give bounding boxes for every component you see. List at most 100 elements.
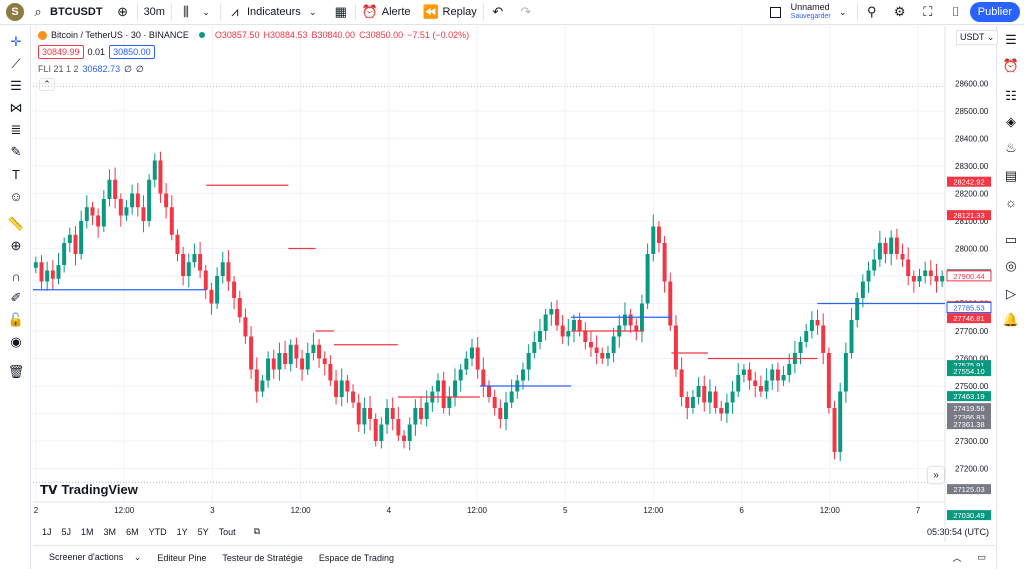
price-axis-label bbox=[947, 176, 991, 187]
collapse-panel-icon[interactable]: ︿ bbox=[952, 553, 962, 563]
trash-icon[interactable]: 🗑 bbox=[7, 364, 25, 379]
chart-area[interactable]: 28600.00 28500.00 28400.00 28300.00 28200.00… bbox=[33, 26, 994, 542]
tab-trading-panel[interactable]: Espace de Trading bbox=[318, 552, 394, 563]
pattern-icon[interactable]: ⋈ bbox=[9, 100, 23, 115]
candle-body bbox=[141, 207, 146, 221]
chart-type-button[interactable]: ⫼ ⌄ bbox=[172, 0, 220, 25]
tab-screener[interactable]: Screener d'actions ⌄ bbox=[49, 552, 142, 562]
streams-icon[interactable]: ◎ bbox=[1005, 258, 1017, 273]
candle-body bbox=[753, 380, 758, 386]
candle-body bbox=[560, 325, 565, 337]
snapshot-button[interactable]: ⌷ bbox=[942, 0, 970, 25]
trendline-icon[interactable]: ⟋ bbox=[11, 56, 21, 71]
tab-strategy-tester[interactable]: Testeur de Stratégie bbox=[222, 552, 303, 563]
price-axis-label-text: 27575.91 bbox=[953, 361, 984, 370]
open-value: 30857.50 bbox=[221, 30, 260, 40]
clock-label[interactable]: 05:30:54 (UTC) bbox=[926, 526, 989, 537]
candle-body bbox=[849, 320, 854, 353]
horizontal-lines-icon[interactable]: ☰ bbox=[10, 78, 22, 93]
chat-icon[interactable]: ▭ bbox=[1004, 232, 1018, 247]
layout-button[interactable]: Unnamed Sauvegarder ⌄ bbox=[764, 0, 857, 25]
candle-body bbox=[526, 353, 531, 370]
symbol-search[interactable]: ⌕ BTCUSDT bbox=[24, 0, 109, 25]
undo-icon: ↶ bbox=[492, 4, 504, 19]
layout-name: Unnamed bbox=[790, 2, 830, 12]
zoom-icon[interactable]: ⊕ bbox=[10, 238, 22, 253]
range-1m[interactable]: 1M bbox=[81, 526, 94, 537]
y-tick-label: 28500.00 bbox=[955, 107, 989, 116]
range-5y[interactable]: 5Y bbox=[197, 526, 209, 537]
text-icon[interactable]: T bbox=[12, 166, 20, 182]
range-1j[interactable]: 1J bbox=[42, 526, 52, 537]
crosshair-icon[interactable]: ✛ bbox=[10, 34, 22, 49]
collapse-legend-button[interactable]: ⌃ bbox=[39, 78, 55, 91]
data-window-icon[interactable]: ☷ bbox=[1005, 88, 1017, 103]
plus-circle-icon: ⊕ bbox=[117, 4, 129, 19]
watchlist-icon[interactable]: ☰ bbox=[1005, 32, 1017, 47]
hotlist-icon[interactable]: ♨ bbox=[1005, 140, 1017, 155]
ruler-icon[interactable]: 📏 bbox=[7, 216, 25, 231]
alert-label: Alerte bbox=[381, 6, 411, 18]
spread-value: 0.01 bbox=[87, 47, 106, 57]
range-5j[interactable]: 5J bbox=[61, 526, 72, 537]
buy-button[interactable]: 30850.00 bbox=[109, 45, 155, 59]
play-icon[interactable]: ▷ bbox=[1006, 286, 1016, 301]
interval-button[interactable]: 30m bbox=[138, 0, 171, 25]
gear-icon: ⚙ bbox=[893, 4, 906, 19]
calendar-icon[interactable]: ▤ bbox=[1004, 168, 1018, 183]
settings-button[interactable]: ⚙ bbox=[886, 0, 914, 25]
candle-body bbox=[906, 259, 911, 276]
compare-button[interactable]: ⊕ bbox=[109, 0, 137, 25]
alerts-icon[interactable]: ⏰ bbox=[1002, 58, 1020, 73]
price-axis-label-text: 27463.19 bbox=[953, 392, 984, 401]
candle-body bbox=[118, 199, 123, 216]
tradingview-logo[interactable]: 𝗧𝗩 TradingView bbox=[40, 482, 138, 497]
sell-button[interactable]: 30849.99 bbox=[38, 45, 84, 59]
scroll-to-realtime-button[interactable]: » bbox=[928, 467, 944, 483]
fib-icon[interactable]: ≣ bbox=[10, 122, 22, 137]
date-range-icon[interactable]: ⧉ bbox=[253, 526, 261, 536]
fullscreen-button[interactable]: ⛶ bbox=[914, 0, 942, 25]
range-3m[interactable]: 3M bbox=[103, 526, 117, 537]
eye-icon[interactable]: ◉ bbox=[10, 334, 22, 349]
replay-label: Replay bbox=[442, 6, 477, 18]
redo-button[interactable]: ↷ bbox=[512, 0, 540, 25]
templates-button[interactable]: ▦ bbox=[327, 0, 355, 25]
ideas-icon[interactable]: ☼ bbox=[1005, 194, 1017, 210]
y-tick-label: 28100.00 bbox=[955, 217, 989, 226]
candle-body bbox=[798, 342, 803, 353]
currency-selector[interactable]: USDT ⌄ bbox=[956, 30, 999, 45]
candle-body bbox=[209, 289, 214, 304]
candle-body bbox=[45, 270, 50, 282]
lock-icon[interactable]: 🔓 bbox=[7, 312, 25, 327]
range-1y[interactable]: 1Y bbox=[176, 526, 188, 537]
tab-pine-editor[interactable]: Editeur Pine bbox=[157, 552, 207, 563]
indicators-button[interactable]: ⩘ Indicateurs ⌄ bbox=[221, 0, 327, 25]
maximize-panel-icon[interactable]: ▭ bbox=[977, 552, 986, 562]
magnet-icon[interactable]: ∩ bbox=[11, 268, 21, 284]
range-6m[interactable]: 6M bbox=[126, 526, 139, 537]
candle-body bbox=[504, 402, 508, 419]
chart-svg[interactable]: 28600.00 28500.00 28400.00 28300.00 28200.00… bbox=[33, 26, 994, 542]
close-value: 30850.00 bbox=[365, 30, 404, 40]
y-tick-label: 28000.00 bbox=[955, 245, 989, 254]
candle-body bbox=[226, 262, 231, 282]
candle-body bbox=[203, 270, 208, 290]
layers-icon[interactable]: ◈ bbox=[1006, 114, 1016, 129]
candle-body bbox=[249, 336, 254, 370]
quick-search-button[interactable]: ⚲ bbox=[858, 0, 886, 25]
publish-button[interactable]: Publier bbox=[969, 2, 1020, 22]
notifications-icon[interactable]: 🔔 bbox=[1002, 312, 1020, 327]
indicator-legend[interactable]: FLI 21 1 2 30682.73 ∅ ∅ bbox=[38, 64, 144, 74]
alert-button[interactable]: ⏰ Alerte bbox=[356, 0, 417, 25]
undo-button[interactable]: ↶ bbox=[484, 0, 512, 25]
avatar[interactable]: S bbox=[6, 3, 24, 21]
replay-button[interactable]: ⏪ Replay bbox=[417, 0, 483, 25]
brush-icon[interactable]: ✎ bbox=[10, 144, 22, 159]
candle-body bbox=[345, 380, 350, 392]
range-ytd[interactable]: YTD bbox=[148, 526, 167, 537]
range-tout[interactable]: Tout bbox=[218, 526, 236, 537]
lock-drawing-icon[interactable]: ✐ bbox=[10, 290, 22, 305]
emoji-icon[interactable]: ☺ bbox=[9, 188, 23, 204]
rewind-icon: ⏪ bbox=[422, 4, 439, 19]
